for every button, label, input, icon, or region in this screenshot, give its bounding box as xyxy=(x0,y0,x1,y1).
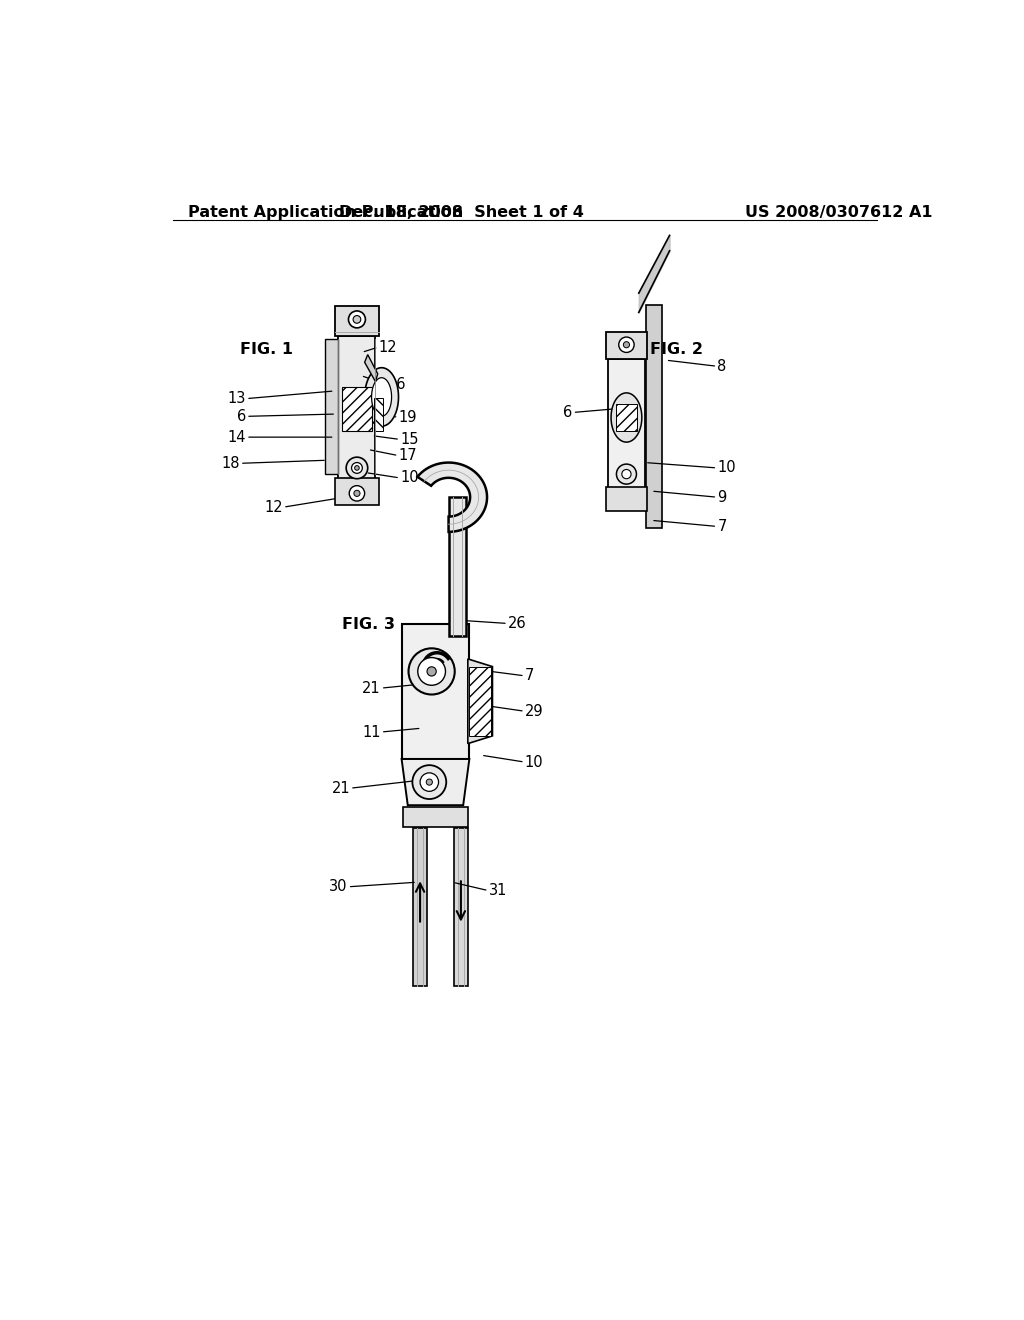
Text: 12: 12 xyxy=(379,339,397,355)
Text: 9: 9 xyxy=(717,490,727,504)
Circle shape xyxy=(418,657,445,685)
Circle shape xyxy=(351,462,362,474)
Text: 11: 11 xyxy=(362,725,381,739)
Text: 10: 10 xyxy=(400,470,419,486)
Circle shape xyxy=(354,466,359,470)
Polygon shape xyxy=(605,487,647,511)
Text: US 2008/0307612 A1: US 2008/0307612 A1 xyxy=(745,205,933,220)
Circle shape xyxy=(622,470,631,479)
Text: 10: 10 xyxy=(717,461,736,475)
Text: 29: 29 xyxy=(524,704,544,719)
Text: FIG. 1: FIG. 1 xyxy=(240,342,293,356)
Circle shape xyxy=(349,486,365,502)
Circle shape xyxy=(413,766,446,799)
Polygon shape xyxy=(611,393,642,442)
Circle shape xyxy=(354,490,360,496)
Polygon shape xyxy=(336,478,379,506)
Bar xyxy=(646,305,662,528)
Text: 14: 14 xyxy=(227,429,246,445)
Polygon shape xyxy=(468,659,493,743)
Text: 7: 7 xyxy=(524,668,535,684)
Polygon shape xyxy=(608,359,645,490)
Text: 21: 21 xyxy=(332,780,350,796)
Bar xyxy=(413,829,427,986)
Circle shape xyxy=(348,312,366,327)
Circle shape xyxy=(624,342,630,348)
Text: 10: 10 xyxy=(524,755,544,770)
Bar xyxy=(374,399,383,430)
Bar xyxy=(469,667,490,737)
Text: 8: 8 xyxy=(717,359,727,374)
Text: 6: 6 xyxy=(563,405,572,420)
Polygon shape xyxy=(336,306,379,335)
Text: FIG. 3: FIG. 3 xyxy=(342,616,395,632)
Text: 31: 31 xyxy=(488,883,507,898)
Polygon shape xyxy=(325,339,339,474)
Text: 26: 26 xyxy=(508,616,526,631)
Circle shape xyxy=(616,465,637,484)
Text: 30: 30 xyxy=(329,879,348,895)
Bar xyxy=(454,829,468,986)
Text: 13: 13 xyxy=(227,391,246,407)
Polygon shape xyxy=(418,462,487,532)
Bar xyxy=(615,404,637,432)
Text: 21: 21 xyxy=(362,681,381,696)
Text: 15: 15 xyxy=(400,432,419,447)
Polygon shape xyxy=(403,807,468,826)
Circle shape xyxy=(427,667,436,676)
Text: Patent Application Publication: Patent Application Publication xyxy=(188,205,464,220)
Circle shape xyxy=(420,774,438,792)
Polygon shape xyxy=(605,331,647,359)
Text: 18: 18 xyxy=(221,455,240,471)
Text: Dec. 18, 2008  Sheet 1 of 4: Dec. 18, 2008 Sheet 1 of 4 xyxy=(339,205,584,220)
Circle shape xyxy=(353,315,360,323)
Circle shape xyxy=(409,648,455,694)
Circle shape xyxy=(346,457,368,479)
Polygon shape xyxy=(339,335,376,482)
Polygon shape xyxy=(401,624,469,759)
Text: 7: 7 xyxy=(717,519,727,535)
Circle shape xyxy=(618,337,634,352)
Polygon shape xyxy=(401,759,469,805)
Text: 12: 12 xyxy=(264,500,283,515)
Polygon shape xyxy=(365,368,398,426)
Polygon shape xyxy=(365,355,378,381)
Text: 6: 6 xyxy=(237,409,246,424)
Text: 17: 17 xyxy=(398,447,417,463)
Bar xyxy=(450,498,466,636)
Text: 16: 16 xyxy=(388,378,407,392)
Polygon shape xyxy=(372,378,391,416)
Text: 19: 19 xyxy=(398,409,417,425)
Text: FIG. 2: FIG. 2 xyxy=(650,342,703,356)
Bar xyxy=(342,387,373,430)
Circle shape xyxy=(426,779,432,785)
